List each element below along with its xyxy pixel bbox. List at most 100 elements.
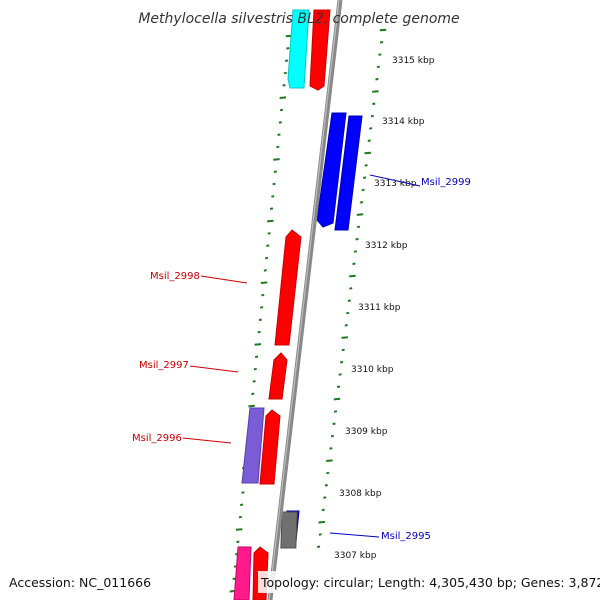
left-rail-tick [271, 195, 275, 198]
topology-text: Topology: circular; Length: 4,305,430 bp… [260, 575, 600, 590]
topology-background [258, 571, 596, 593]
leader-msil-2996 [182, 437, 232, 444]
tick-label: 3309 kbp [345, 427, 388, 437]
left-rail-tick [263, 269, 267, 272]
tick-label: 3311 kbp [358, 303, 401, 313]
right-rail-tick [370, 114, 374, 118]
left-rail-tick [239, 503, 244, 507]
right-rail-tick [341, 336, 348, 339]
right-rail-tick [379, 28, 387, 32]
right-rail-tick [372, 102, 376, 106]
dotted-rails [229, 28, 387, 593]
tick-label: 3307 kbp [334, 551, 377, 561]
gene-label-msil-2999[interactable]: Msil_2999 [421, 177, 471, 188]
right-rail-tick [347, 299, 351, 302]
left-rail-tick [267, 219, 274, 223]
right-rail-tick [341, 348, 345, 352]
right-rail-tick [316, 545, 321, 549]
genome-backbone-highlight [268, 0, 340, 600]
right-rail-tick [332, 422, 336, 426]
gene-blue-2[interactable] [334, 115, 363, 231]
leader-msil-2995 [329, 532, 380, 538]
gene-pink-bottom[interactable] [233, 546, 252, 600]
right-rail-tick [326, 459, 333, 462]
right-rail-tick [349, 287, 353, 290]
right-rail-tick [323, 496, 327, 499]
left-rail-tick [252, 380, 256, 383]
left-rail-tick [279, 108, 284, 112]
right-rail-tick [379, 41, 384, 44]
left-rail-tick [236, 540, 240, 544]
right-rail-tick [359, 201, 364, 204]
left-rail-tick [241, 491, 245, 494]
gene-red-2997[interactable] [268, 352, 288, 400]
right-rail-tick [333, 410, 338, 413]
gene-gray-2995[interactable] [280, 511, 298, 549]
left-rail-tick [248, 404, 255, 408]
gene-red-2998[interactable] [274, 229, 302, 346]
left-rail-tick [279, 96, 287, 99]
right-rail-tick [329, 447, 333, 450]
right-rail-tick [339, 360, 344, 364]
leader-msil-2998 [200, 275, 248, 284]
right-rail-tick [375, 77, 379, 81]
right-rail-tick [318, 520, 325, 524]
gene-red-2996[interactable] [259, 409, 281, 485]
right-rail-tick [376, 65, 381, 69]
left-rail-tick [277, 133, 281, 136]
left-rail-tick [272, 182, 276, 186]
left-rail-tick [238, 515, 243, 519]
accession-text: Accession: NC_011666 [9, 575, 151, 590]
right-rail-tick [378, 53, 382, 56]
gene-labels: Msil_2999 Msil_2998 Msil_2997 Msil_2996 … [132, 177, 471, 542]
gene-label-msil-2995[interactable]: Msil_2995 [381, 531, 431, 542]
left-rail-tick [264, 256, 269, 260]
left-rail-tick [251, 392, 255, 396]
right-rail-tick [355, 237, 359, 241]
right-rail-tick [321, 508, 325, 512]
left-rail-tick [232, 577, 236, 581]
right-rail-tick [333, 397, 341, 401]
gene-label-msil-2997[interactable]: Msil_2997 [139, 360, 189, 371]
right-rail-tick [344, 324, 348, 327]
right-rail-tick [353, 250, 358, 253]
right-rail-tick [318, 533, 322, 536]
left-rail-tick [278, 121, 282, 124]
left-rail-tick [282, 84, 286, 87]
tick-label: 3315 kbp [392, 56, 435, 66]
left-rail-tick [235, 528, 243, 531]
right-rail-tick [364, 151, 371, 155]
right-rail-tick [362, 176, 367, 179]
right-rail-tick [367, 139, 371, 142]
gene-label-msil-2998[interactable]: Msil_2998 [150, 271, 200, 282]
left-rail-tick [273, 170, 277, 173]
gene-features [233, 9, 363, 600]
leader-msil-2999 [369, 174, 421, 187]
right-rail-tick [356, 213, 364, 216]
left-rail-tick [260, 281, 268, 284]
left-rail-tick [269, 207, 274, 210]
right-rail-tick [361, 188, 365, 192]
gene-cyan[interactable] [287, 9, 310, 89]
map-title: Methylocella silvestris BL2, complete ge… [138, 11, 459, 27]
left-rail-tick [286, 47, 290, 50]
tick-labels: 3315 kbp 3314 kbp 3313 kbp 3312 kbp 3311… [334, 56, 435, 561]
tick-label: 3312 kbp [365, 241, 408, 251]
right-rail-tick [349, 274, 356, 278]
left-rail-tick [254, 355, 259, 359]
left-rail-tick [267, 232, 271, 235]
gene-label-msil-2996[interactable]: Msil_2996 [132, 433, 182, 444]
gene-red-top[interactable] [309, 9, 331, 91]
gene-blue-1[interactable] [316, 112, 347, 228]
left-rail-tick [259, 306, 264, 309]
gene-purple-2996[interactable] [241, 407, 265, 484]
leader-msil-2997 [189, 365, 239, 373]
left-rail-tick [283, 71, 287, 75]
tick-label: 3313 kbp [374, 179, 417, 189]
right-rail-tick [356, 225, 361, 229]
right-rail-tick [326, 471, 330, 475]
right-rail-tick [369, 127, 373, 130]
label-leaders [182, 174, 421, 538]
right-rail-tick [364, 164, 368, 167]
